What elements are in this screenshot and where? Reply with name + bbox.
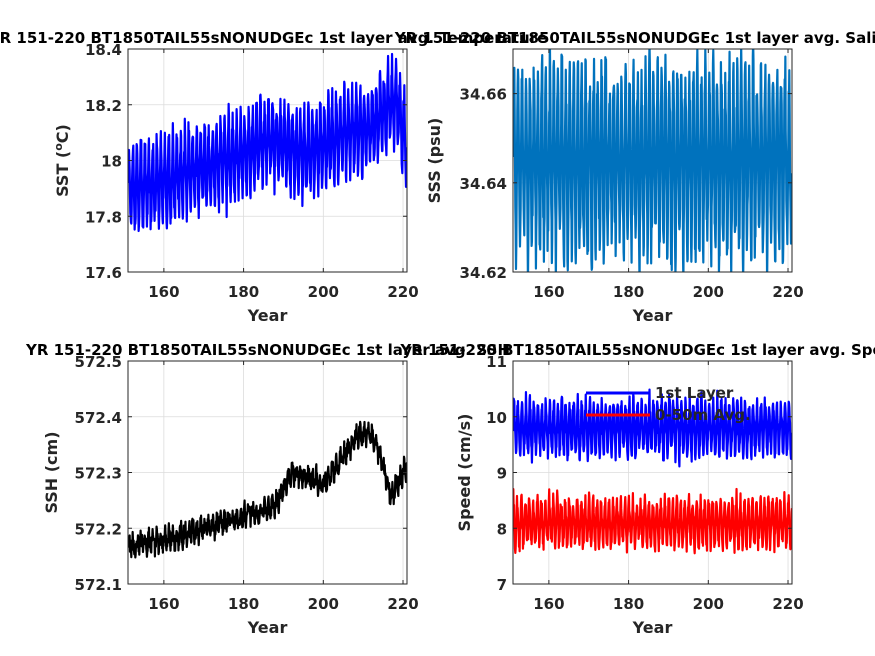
y-tick-label: 572.4 — [75, 409, 122, 427]
sss-panel: 160 180 200 220 34.62 34.64 34.66 Year SSS (psu)… — [394, 29, 875, 325]
axes-title: YR 151-220 BT1850TAIL55sNONUDGEc 1st lay… — [0, 29, 547, 47]
y-tick-label: 34.66 — [460, 86, 507, 104]
y-tick-label: 8 — [497, 520, 507, 538]
legend-entry: 0-50m Avg. — [655, 406, 751, 424]
x-tick-label: 200 — [308, 283, 339, 301]
series-line — [128, 420, 407, 559]
x-tick-label: 200 — [693, 283, 724, 301]
axes-title: YR 151-220 BT1850TAIL55sNONUDGEc 1st lay… — [394, 29, 875, 47]
y-tick-label: 17.6 — [85, 264, 122, 282]
x-tick-label: 200 — [693, 595, 724, 613]
x-tick-label: 200 — [308, 595, 339, 613]
y-tick-label: 34.64 — [460, 175, 507, 193]
x-axis-label: Year — [632, 618, 673, 637]
y-axis-label: SSH (cm) — [42, 431, 61, 513]
y-tick-label: 9 — [497, 465, 507, 483]
axes-title: YR 151-220 BT1850TAIL55sNONUDGEc 1st lay… — [399, 341, 875, 359]
y-tick-label: 572.5 — [75, 353, 122, 371]
legend-entry: 1st Layer — [655, 384, 734, 402]
y-axis-label: Speed (cm/s) — [455, 414, 474, 532]
series-line — [128, 52, 407, 233]
x-tick-label: 160 — [148, 595, 179, 613]
x-axis-label: Year — [247, 306, 288, 325]
y-tick-label: 572.2 — [75, 520, 122, 538]
x-tick-label: 160 — [148, 283, 179, 301]
y-tick-label: 18.2 — [85, 97, 122, 115]
axes-box — [512, 48, 793, 273]
y-tick-label: 11 — [486, 353, 507, 371]
ssh-panel: 160 180 200 220 572.1 572.2 572.3 572.4 572.5 Yea… — [25, 341, 510, 637]
x-tick-label: 220 — [387, 283, 418, 301]
y-axis-label: SST (oC) — [52, 124, 72, 197]
y-axis-label: SSS (psu) — [425, 118, 444, 204]
y-tick-label: 18 — [101, 153, 122, 171]
speed-panel: 160 180 200 220 7 8 9 10 11 Year Speed (cm/s) YR 15… — [399, 341, 875, 637]
x-tick-label: 180 — [228, 283, 259, 301]
x-tick-label: 160 — [533, 283, 564, 301]
y-tick-label: 572.3 — [75, 465, 122, 483]
series-line — [513, 388, 792, 468]
x-tick-label: 180 — [613, 595, 644, 613]
x-tick-label: 180 — [228, 595, 259, 613]
sst-panel: 160 180 200 220 17.6 17.8 18 18.2 18.4 Year SST (o… — [0, 29, 547, 325]
y-tick-label: 7 — [497, 576, 507, 594]
x-axis-label: Year — [247, 618, 288, 637]
y-tick-label: 572.1 — [75, 576, 122, 594]
series-line — [513, 487, 792, 555]
x-axis-label: Year — [632, 306, 673, 325]
axes-title: YR 151-220 BT1850TAIL55sNONUDGEc 1st lay… — [25, 341, 510, 359]
y-tick-label: 34.62 — [460, 264, 507, 282]
x-tick-label: 220 — [772, 283, 803, 301]
x-tick-label: 180 — [613, 283, 644, 301]
x-tick-label: 220 — [772, 595, 803, 613]
x-tick-label: 160 — [533, 595, 564, 613]
y-tick-label: 18.4 — [85, 41, 122, 59]
series-line — [513, 49, 792, 272]
x-tick-label: 220 — [387, 595, 418, 613]
y-tick-label: 10 — [486, 409, 507, 427]
y-tick-label: 17.8 — [85, 208, 122, 226]
